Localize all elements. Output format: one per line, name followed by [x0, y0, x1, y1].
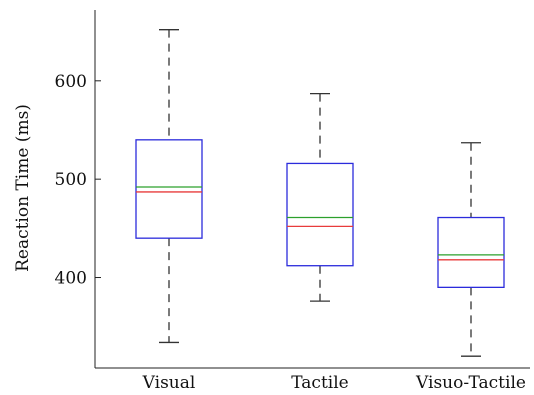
x-tick-label: Visuo-Tactile: [415, 373, 526, 393]
y-tick-label: 500: [55, 170, 87, 190]
y-tick-label: 600: [55, 72, 87, 92]
x-tick-label: Tactile: [291, 373, 348, 393]
boxes: [135, 29, 505, 357]
axes: [94, 10, 530, 369]
box-group: [286, 92, 354, 302]
box-iqr: [286, 162, 354, 267]
y-axis-title: Reaction Time (ms): [13, 104, 33, 272]
y-ticks: 400 500 600: [55, 72, 101, 289]
x-tick-labels: Visual Tactile Visuo-Tactile: [142, 373, 526, 393]
box-iqr: [437, 216, 505, 289]
box-group: [135, 29, 203, 344]
box-iqr: [135, 139, 203, 239]
box-group: [437, 142, 505, 357]
x-tick-label: Visual: [142, 373, 196, 393]
y-tick-label: 400: [55, 269, 87, 289]
